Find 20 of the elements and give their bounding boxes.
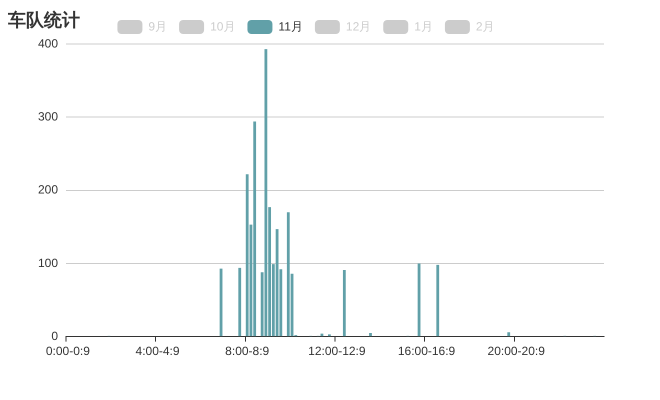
bar	[220, 268, 222, 336]
y-tick-label: 200	[38, 182, 58, 197]
bar	[418, 263, 420, 336]
bar	[369, 332, 372, 336]
y-tick-label: 400	[38, 36, 58, 50]
bar	[320, 334, 324, 336]
bar	[507, 332, 510, 336]
x-tick-label: 0:00-0:9	[46, 344, 90, 358]
chart-title: 车队统计	[8, 9, 80, 32]
bar	[264, 49, 268, 336]
x-tick-label: 8:00-8:9	[225, 344, 270, 358]
bar	[276, 229, 278, 336]
x-tick-label: 16:00-16:9	[398, 344, 456, 358]
y-tick-label: 300	[38, 109, 58, 124]
y-tick-label: 100	[38, 256, 58, 270]
x-tick-label: 4:00-4:9	[136, 344, 180, 358]
y-tick-label: 0	[51, 328, 58, 343]
x-tick-label: 12:00-12:9	[308, 344, 366, 358]
legend-label: 11月	[278, 19, 303, 34]
x-tick-label: 20:00-20:9	[488, 344, 546, 358]
